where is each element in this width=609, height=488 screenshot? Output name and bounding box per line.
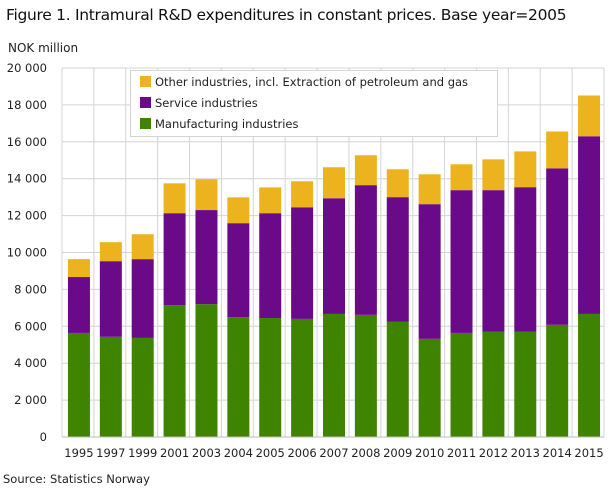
bar-segment — [195, 210, 218, 305]
bar-segment — [450, 332, 473, 437]
legend-swatch — [140, 97, 151, 108]
legend-label: Manufacturing industries — [155, 117, 299, 131]
bar-segment — [546, 324, 569, 437]
legend-label: Service industries — [155, 96, 258, 110]
bar-segment — [163, 305, 186, 437]
bar-segment — [386, 197, 409, 322]
bar-segment — [546, 131, 569, 169]
x-tick-label: 2007 — [319, 446, 348, 460]
y-tick-label: 2 000 — [14, 393, 47, 407]
x-tick-label: 2005 — [256, 446, 285, 460]
x-tick-label: 2006 — [287, 446, 316, 460]
y-tick-label: 20 000 — [7, 61, 47, 75]
bar-segment — [418, 174, 441, 205]
y-tick-label: 12 000 — [7, 209, 47, 223]
bar-segment — [386, 169, 409, 198]
legend-swatch — [140, 118, 151, 129]
legend-swatch — [140, 76, 151, 87]
x-tick-label: 2009 — [383, 446, 412, 460]
legend-box — [130, 70, 498, 137]
bar-segment — [131, 337, 154, 437]
bar-segment — [482, 190, 505, 332]
x-tick-label: 1999 — [128, 446, 157, 460]
y-tick-label: 18 000 — [7, 98, 47, 112]
y-tick-label: 6 000 — [14, 319, 47, 333]
bar-segment — [323, 198, 345, 314]
y-tick-label: 16 000 — [7, 135, 47, 149]
x-tick-label: 2001 — [160, 446, 189, 460]
bar-segment — [195, 304, 218, 437]
x-tick-label: 2015 — [574, 446, 603, 460]
bar-segment — [546, 168, 569, 325]
bar-segment — [163, 183, 186, 214]
bar-segment — [259, 317, 282, 437]
bar-segment — [450, 190, 473, 333]
x-tick-label: 2008 — [351, 446, 380, 460]
source-note: Source: Statistics Norway — [3, 472, 150, 486]
x-tick-label: 2013 — [511, 446, 540, 460]
bar-segment — [163, 213, 186, 306]
bar-segment — [195, 179, 218, 211]
x-tick-label: 2004 — [224, 446, 253, 460]
bar-segment — [354, 314, 377, 437]
bar-segment — [578, 313, 601, 437]
y-tick-label: 4 000 — [14, 356, 47, 370]
y-axis-label: NOK million — [8, 41, 79, 55]
x-tick-label: 1997 — [96, 446, 125, 460]
bar-segment — [99, 242, 122, 262]
bar-segment — [227, 197, 250, 224]
bar-segment — [450, 164, 473, 191]
bar-segment — [291, 181, 314, 208]
bar-segment — [482, 331, 505, 437]
bar-segment — [67, 277, 90, 333]
x-tick-label: 1995 — [64, 446, 93, 460]
bar-segment — [291, 207, 314, 319]
bar-segment — [99, 261, 122, 337]
x-tick-label: 2003 — [192, 446, 221, 460]
x-tick-label: 2010 — [415, 446, 444, 460]
chart-title: Figure 1. Intramural R&D expenditures in… — [6, 6, 567, 24]
y-tick-label: 0 — [40, 430, 47, 444]
bar-segment — [67, 332, 90, 437]
bar-segment — [131, 234, 154, 260]
x-tick-label: 2014 — [543, 446, 572, 460]
bar-segment — [227, 223, 250, 318]
bar-segment — [291, 318, 314, 437]
y-tick-label: 14 000 — [7, 172, 47, 186]
legend-label: Other industries, incl. Extraction of pe… — [155, 75, 468, 89]
bar-segment — [514, 331, 537, 437]
y-tick-label: 8 000 — [14, 282, 47, 296]
bar-segment — [514, 151, 537, 188]
bar-segment — [578, 136, 601, 314]
bar-segment — [259, 187, 282, 214]
bar-segment — [67, 259, 90, 278]
bar-segment — [354, 155, 377, 186]
bar-segment — [227, 317, 250, 437]
bar-segment — [99, 336, 122, 437]
bar-segment — [386, 321, 409, 437]
bar-segment — [418, 338, 441, 437]
bar-segment — [131, 259, 154, 338]
x-tick-label: 2012 — [479, 446, 508, 460]
bar-segment — [482, 159, 505, 191]
bar-segment — [418, 204, 441, 339]
bar-segment — [578, 95, 601, 137]
bar-segment — [354, 185, 377, 315]
y-tick-label: 10 000 — [7, 246, 47, 260]
bar-segment — [323, 313, 345, 437]
bar-segment — [259, 213, 282, 318]
bar-segment — [514, 187, 537, 332]
bar-segment — [323, 167, 345, 199]
x-tick-label: 2011 — [447, 446, 476, 460]
